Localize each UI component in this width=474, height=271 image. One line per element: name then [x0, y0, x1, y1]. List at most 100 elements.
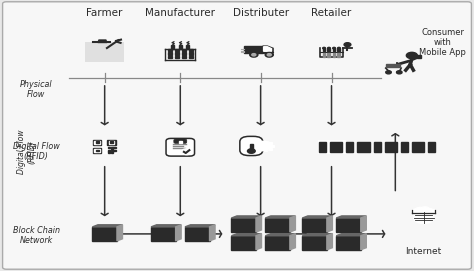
Bar	[318, 140, 345, 153]
Bar	[94, 149, 100, 152]
Bar	[250, 144, 253, 150]
Bar	[110, 151, 113, 153]
Text: Consumer
with
Mobile App: Consumer with Mobile App	[419, 28, 466, 57]
Bar	[110, 148, 113, 150]
Bar	[182, 49, 186, 51]
Bar	[264, 150, 267, 151]
Polygon shape	[265, 216, 295, 218]
Circle shape	[425, 208, 433, 213]
Polygon shape	[176, 225, 181, 241]
Text: Farmer: Farmer	[86, 8, 123, 18]
Bar	[108, 147, 110, 148]
Polygon shape	[263, 46, 273, 53]
Bar	[175, 49, 179, 51]
Bar	[108, 150, 110, 151]
Bar	[337, 48, 340, 51]
Bar	[259, 149, 261, 151]
Bar	[189, 56, 193, 58]
Bar	[179, 45, 182, 49]
Bar	[168, 56, 172, 58]
Circle shape	[406, 52, 418, 59]
Bar	[109, 141, 114, 144]
Bar	[333, 53, 335, 57]
Polygon shape	[231, 234, 262, 236]
Polygon shape	[302, 234, 332, 236]
Bar	[94, 141, 100, 144]
Polygon shape	[92, 225, 122, 227]
Text: Digital Flow
(RFID): Digital Flow (RFID)	[13, 142, 60, 161]
Bar	[168, 52, 172, 55]
Bar	[374, 142, 381, 152]
Polygon shape	[336, 234, 366, 236]
FancyBboxPatch shape	[174, 139, 187, 143]
Polygon shape	[336, 236, 361, 250]
Text: Block Chain
Network: Block Chain Network	[13, 225, 60, 245]
Circle shape	[328, 47, 330, 49]
FancyBboxPatch shape	[2, 2, 472, 269]
Bar	[401, 142, 408, 152]
Bar	[319, 142, 326, 152]
Bar	[110, 141, 113, 143]
Polygon shape	[185, 227, 210, 241]
Bar	[337, 53, 340, 57]
Polygon shape	[290, 234, 295, 250]
Bar	[165, 49, 195, 60]
Polygon shape	[290, 216, 295, 232]
Polygon shape	[231, 216, 262, 218]
Bar	[179, 141, 182, 143]
Bar	[323, 48, 325, 51]
Bar	[259, 141, 261, 143]
Text: Internet: Internet	[406, 247, 442, 256]
Bar	[384, 142, 397, 152]
Bar	[428, 142, 435, 152]
Bar	[386, 63, 401, 67]
Circle shape	[259, 143, 269, 149]
Polygon shape	[302, 216, 332, 218]
Polygon shape	[151, 225, 181, 227]
Polygon shape	[256, 234, 262, 250]
Polygon shape	[185, 225, 215, 227]
Bar	[172, 45, 174, 49]
Bar	[182, 52, 186, 55]
Circle shape	[250, 52, 258, 57]
Polygon shape	[210, 225, 215, 241]
Circle shape	[337, 47, 340, 49]
Circle shape	[247, 149, 255, 153]
Bar	[168, 49, 172, 51]
Bar	[412, 142, 424, 152]
Bar	[108, 140, 116, 145]
Polygon shape	[336, 218, 361, 232]
Circle shape	[415, 207, 425, 213]
Text: Retailer: Retailer	[311, 8, 352, 18]
Circle shape	[182, 149, 191, 154]
Circle shape	[412, 209, 420, 213]
Polygon shape	[327, 216, 332, 232]
Circle shape	[414, 212, 434, 223]
Bar	[110, 147, 113, 148]
Circle shape	[323, 47, 326, 49]
Polygon shape	[265, 236, 290, 250]
Bar	[328, 48, 330, 51]
Bar	[96, 141, 99, 143]
Polygon shape	[336, 216, 366, 218]
Bar	[175, 56, 179, 58]
Circle shape	[386, 71, 391, 74]
Text: Distributer: Distributer	[233, 8, 289, 18]
Bar	[269, 148, 272, 150]
Bar	[189, 52, 193, 55]
Bar	[189, 49, 193, 51]
Bar	[93, 140, 117, 153]
Bar	[182, 56, 186, 58]
Circle shape	[397, 71, 402, 74]
Circle shape	[265, 52, 273, 57]
Bar	[330, 142, 342, 152]
Polygon shape	[265, 218, 290, 232]
Bar	[418, 55, 421, 58]
Circle shape	[256, 141, 272, 151]
Bar	[175, 52, 179, 55]
Polygon shape	[117, 225, 122, 241]
Bar	[255, 147, 258, 149]
Bar	[93, 148, 101, 153]
Circle shape	[420, 207, 429, 212]
Bar	[186, 45, 189, 49]
